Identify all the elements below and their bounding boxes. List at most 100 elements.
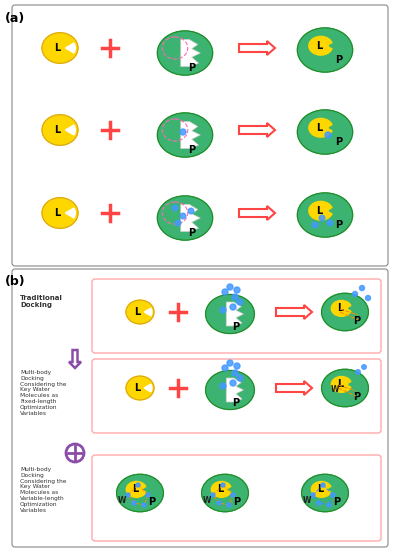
Wedge shape	[65, 125, 75, 135]
Text: (b): (b)	[5, 275, 26, 288]
Text: L: L	[337, 304, 343, 313]
Circle shape	[227, 503, 231, 507]
Wedge shape	[349, 381, 355, 388]
Ellipse shape	[309, 118, 333, 137]
Text: L: L	[54, 43, 60, 53]
Circle shape	[136, 483, 140, 487]
Text: (a): (a)	[5, 12, 25, 25]
Wedge shape	[144, 384, 152, 392]
Text: P: P	[188, 63, 195, 73]
Circle shape	[227, 360, 233, 366]
Circle shape	[311, 493, 315, 497]
Ellipse shape	[117, 474, 164, 512]
Polygon shape	[181, 205, 200, 232]
Text: L: L	[132, 485, 138, 494]
Wedge shape	[65, 208, 75, 218]
Polygon shape	[226, 302, 243, 326]
Ellipse shape	[301, 474, 348, 512]
Text: Multi-body
Docking
Considering the
Key Water
Molecules as
Variable-length
Optimi: Multi-body Docking Considering the Key W…	[20, 467, 67, 513]
Text: L: L	[317, 485, 323, 494]
Polygon shape	[226, 378, 243, 402]
Circle shape	[222, 289, 228, 295]
Wedge shape	[143, 486, 150, 493]
FancyArrow shape	[239, 123, 275, 137]
Ellipse shape	[126, 481, 147, 497]
Circle shape	[175, 220, 181, 226]
Ellipse shape	[309, 201, 333, 220]
Wedge shape	[329, 124, 337, 131]
Circle shape	[359, 285, 364, 290]
Wedge shape	[329, 486, 335, 493]
Circle shape	[234, 287, 240, 293]
FancyArrow shape	[276, 305, 312, 319]
Circle shape	[172, 205, 178, 211]
Text: W: W	[303, 496, 311, 505]
Circle shape	[237, 375, 243, 381]
Circle shape	[222, 365, 228, 371]
Wedge shape	[349, 305, 355, 312]
Ellipse shape	[322, 293, 368, 331]
Circle shape	[331, 493, 335, 497]
Circle shape	[221, 483, 225, 487]
Circle shape	[362, 365, 366, 369]
Text: W: W	[331, 385, 339, 394]
Circle shape	[188, 208, 194, 214]
Ellipse shape	[322, 369, 368, 406]
Text: P: P	[333, 497, 340, 507]
Ellipse shape	[297, 193, 353, 237]
Text: Traditional
Docking: Traditional Docking	[20, 295, 63, 308]
Circle shape	[356, 370, 360, 375]
Circle shape	[232, 370, 238, 376]
Wedge shape	[144, 308, 152, 316]
Ellipse shape	[206, 294, 255, 333]
Circle shape	[353, 292, 357, 296]
Text: L: L	[134, 307, 140, 317]
Wedge shape	[329, 42, 337, 50]
Circle shape	[180, 129, 186, 135]
Circle shape	[211, 493, 215, 497]
Circle shape	[217, 501, 221, 505]
Ellipse shape	[42, 115, 78, 145]
Ellipse shape	[126, 376, 154, 400]
Circle shape	[237, 299, 243, 305]
Text: W: W	[203, 496, 211, 505]
Text: P: P	[188, 145, 195, 155]
Circle shape	[220, 307, 226, 313]
Text: L: L	[217, 485, 223, 494]
Circle shape	[366, 295, 370, 300]
Circle shape	[317, 501, 321, 505]
Ellipse shape	[157, 196, 213, 240]
FancyArrow shape	[276, 381, 312, 395]
Text: W: W	[118, 496, 126, 505]
Ellipse shape	[202, 474, 248, 512]
Text: P: P	[335, 55, 342, 65]
Circle shape	[180, 213, 186, 219]
Circle shape	[327, 503, 331, 507]
Wedge shape	[329, 207, 337, 215]
Circle shape	[234, 363, 240, 369]
Text: L: L	[316, 41, 322, 51]
Text: L: L	[134, 383, 140, 393]
Text: Multi-body
Docking
Considering the
Key Water
Molecules as
Fixed-length
Optimizat: Multi-body Docking Considering the Key W…	[20, 370, 67, 416]
Ellipse shape	[42, 32, 78, 63]
Circle shape	[230, 304, 236, 310]
Ellipse shape	[211, 481, 232, 497]
Circle shape	[312, 222, 318, 228]
Text: P: P	[335, 220, 342, 230]
Circle shape	[220, 383, 226, 389]
Ellipse shape	[309, 36, 333, 55]
Circle shape	[231, 493, 235, 497]
Ellipse shape	[297, 110, 353, 154]
FancyArrow shape	[69, 350, 81, 368]
Text: L: L	[337, 379, 343, 389]
Wedge shape	[65, 43, 75, 53]
Circle shape	[126, 493, 130, 497]
Circle shape	[142, 503, 146, 507]
Ellipse shape	[42, 197, 78, 228]
Ellipse shape	[311, 481, 331, 497]
Text: P: P	[335, 137, 342, 147]
Text: P: P	[188, 228, 195, 238]
Ellipse shape	[157, 31, 213, 75]
Ellipse shape	[331, 300, 351, 316]
Polygon shape	[181, 122, 200, 148]
